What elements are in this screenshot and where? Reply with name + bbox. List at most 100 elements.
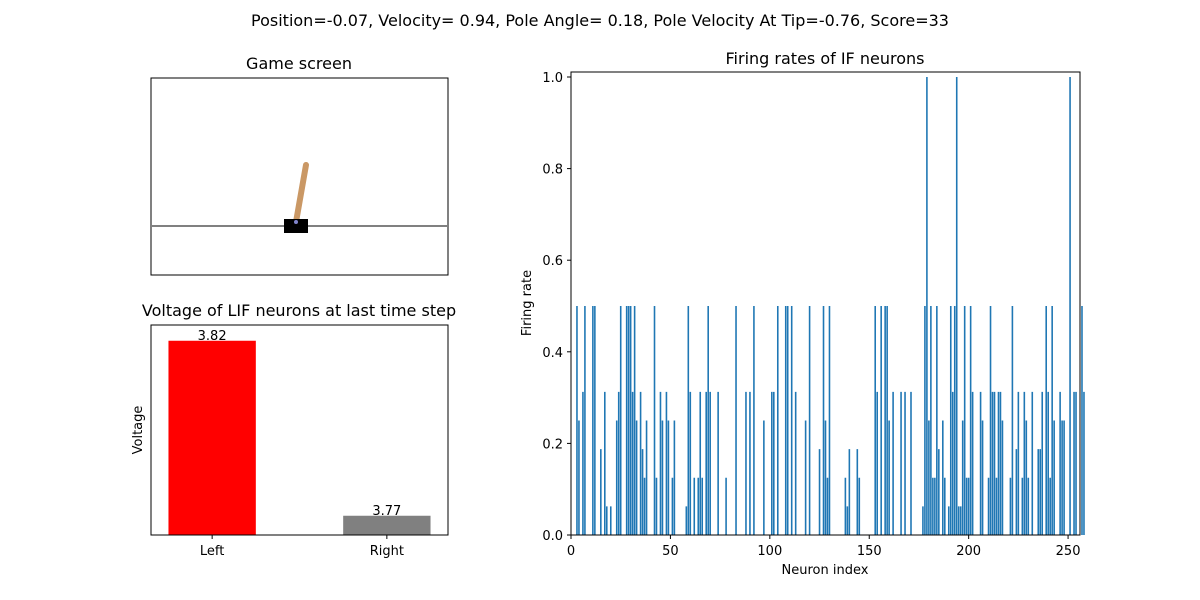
firing-rate-bar — [1021, 477, 1024, 535]
firing-rate-bar — [635, 420, 638, 535]
firing-rate-bar — [753, 306, 755, 535]
voltage-bars: 3.82 3.77 — [168, 329, 431, 535]
firing-rate-bar — [615, 420, 618, 535]
firing-rate-bar — [659, 391, 662, 535]
firing-rate-y-axis-label: Firing rate — [520, 270, 535, 336]
firing-rate-bar — [965, 477, 968, 535]
firing-rate-bar — [627, 306, 630, 535]
firing-rate-bar — [667, 420, 670, 535]
firing-rate-x-tick-label: 250 — [1056, 544, 1081, 559]
firing-rate-bar — [709, 391, 711, 535]
firing-rate-bar — [888, 420, 890, 535]
firing-rate-y-tick-label: 1.0 — [542, 71, 563, 86]
firing-rate-bar — [928, 420, 930, 535]
firing-rate-bar — [619, 306, 622, 535]
firing-rate-bar — [707, 306, 709, 535]
firing-rate-bar — [687, 306, 690, 535]
firing-rate-bar — [735, 306, 737, 535]
firing-rate-bar — [880, 306, 882, 535]
firing-rate-bar — [1009, 477, 1012, 535]
firing-rate-bar — [1011, 306, 1014, 535]
firing-rate-chart-title: Firing rates of IF neurons — [726, 49, 925, 68]
firing-rate-bar — [944, 477, 946, 535]
firing-rate-bar — [953, 306, 956, 535]
firing-rate-bar — [957, 506, 960, 535]
firing-rate-bar — [697, 477, 700, 535]
firing-rate-bar — [776, 306, 779, 535]
firing-rate-bar — [856, 449, 859, 535]
firing-rate-y-ticks: 0.0 0.2 0.4 0.6 0.8 1.0 — [542, 71, 571, 544]
firing-rate-bar — [665, 391, 668, 535]
firing-rate-bar — [951, 391, 954, 535]
firing-rate-bar — [822, 306, 825, 535]
firing-rate-bar — [592, 306, 594, 535]
firing-rate-bar — [699, 391, 702, 535]
firing-rate-bar — [969, 306, 972, 535]
firing-rate-bar — [576, 306, 578, 535]
voltage-y-axis-label: Voltage — [131, 406, 146, 455]
firing-rate-bar — [949, 306, 952, 535]
firing-rate-bar — [582, 391, 584, 535]
firing-rate-bar — [749, 391, 751, 535]
firing-rate-bar — [629, 306, 632, 535]
firing-rate-bar — [1061, 420, 1063, 535]
firing-rate-bar — [609, 506, 612, 535]
firing-rate-bar — [934, 477, 936, 535]
firing-rate-bar — [745, 391, 747, 535]
firing-rate-bar — [1041, 391, 1044, 535]
firing-rate-y-tick-label: 0.6 — [542, 254, 563, 269]
firing-rate-x-tick-label: 200 — [956, 544, 981, 559]
voltage-chart-title: Voltage of LIF neurons at last time step — [142, 301, 456, 320]
firing-rate-bar — [653, 306, 656, 535]
firing-rate-bar — [922, 506, 924, 535]
voltage-x-ticks: Left Right — [200, 535, 404, 559]
firing-rate-bar — [771, 391, 773, 535]
firing-rate-bar — [900, 391, 902, 535]
firing-rate-bar — [828, 306, 831, 535]
firing-rate-bar — [926, 77, 928, 535]
firing-rate-bar — [763, 420, 765, 535]
figure-suptitle: Position=-0.07, Velocity= 0.94, Pole Ang… — [251, 11, 949, 30]
firing-rate-bar — [826, 477, 829, 535]
firing-rate-x-tick-label: 100 — [757, 544, 782, 559]
firing-rate-bar — [874, 306, 877, 535]
firing-rate-bar — [605, 506, 608, 535]
firing-rate-bar — [1081, 306, 1083, 535]
firing-rate-bar — [661, 420, 664, 535]
firing-rate-bar — [961, 420, 964, 535]
firing-rate-y-tick-label: 0.8 — [542, 163, 563, 178]
firing-rate-bar — [617, 391, 620, 535]
firing-rate-bar — [858, 477, 861, 535]
firing-rate-bar — [947, 506, 950, 535]
firing-rate-bar — [578, 420, 580, 535]
firing-rate-bar — [989, 306, 992, 535]
firing-rate-bar — [955, 77, 958, 535]
firing-rate-bar — [1001, 420, 1004, 535]
firing-rate-bar — [1045, 306, 1047, 535]
firing-rate-bar — [848, 449, 851, 535]
firing-rate-x-axis-label: Neuron index — [782, 563, 869, 578]
firing-rate-x-tick-label: 0 — [567, 544, 575, 559]
firing-rate-bar — [999, 391, 1002, 535]
firing-rate-bar — [641, 449, 644, 535]
firing-rate-bar — [1073, 391, 1075, 535]
firing-rate-bar — [876, 391, 878, 535]
firing-rate-bar — [671, 477, 674, 535]
firing-rate-bar — [693, 477, 696, 535]
firing-rate-bar — [705, 391, 707, 535]
firing-rate-bar — [1051, 306, 1053, 535]
cart-axle — [294, 220, 298, 224]
firing-rate-bar — [584, 306, 586, 535]
firing-rate-bar — [846, 506, 849, 535]
voltage-bar-left — [168, 340, 256, 535]
firing-rate-bar — [1049, 477, 1051, 535]
firing-rate-bar — [594, 306, 596, 535]
firing-rate-bar — [689, 391, 692, 535]
firing-rate-bars — [576, 77, 1085, 535]
firing-rate-bar — [997, 391, 1000, 535]
firing-rate-bar — [824, 420, 827, 535]
firing-rate-bar — [643, 477, 646, 535]
firing-rate-bar — [936, 306, 938, 535]
firing-rate-bar — [794, 391, 797, 535]
